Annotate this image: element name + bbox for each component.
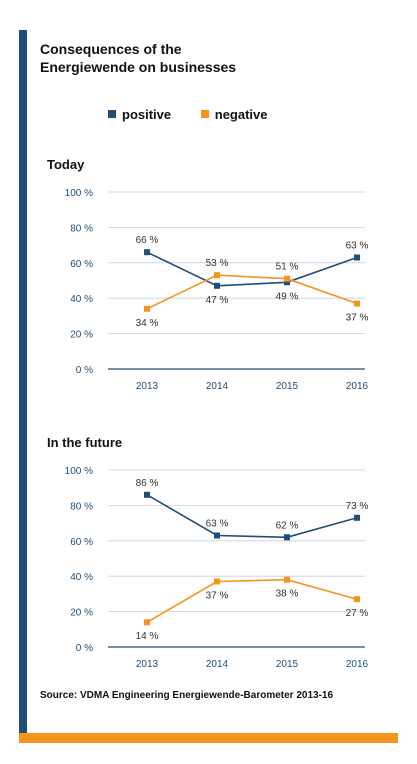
y-tick-label: 80 % bbox=[70, 223, 93, 234]
data-point-positive bbox=[354, 254, 360, 261]
y-tick-label: 0 % bbox=[76, 365, 93, 376]
x-tick-label: 2014 bbox=[206, 659, 229, 670]
data-point-positive bbox=[284, 534, 290, 541]
y-tick-label: 0 % bbox=[76, 643, 93, 654]
y-tick-label: 100 % bbox=[65, 466, 93, 477]
y-tick-label: 60 % bbox=[70, 259, 93, 270]
data-label-negative: 37 % bbox=[206, 591, 229, 602]
chart-today: Today 0 % 20 % 40 % 60 % 80 % 100 % 2013 2014 201… bbox=[47, 157, 369, 392]
data-label-negative: 14 % bbox=[136, 631, 159, 642]
data-point-negative bbox=[284, 576, 290, 583]
data-point-positive bbox=[144, 249, 150, 256]
data-point-positive bbox=[214, 532, 220, 539]
data-label-positive: 63 % bbox=[206, 518, 229, 529]
bottom-accent-bar bbox=[19, 733, 398, 743]
source-note: Source: VDMA Engineering Energiewende-Ba… bbox=[40, 690, 334, 701]
series-line-negative bbox=[146, 274, 358, 310]
data-label-positive: 63 % bbox=[346, 240, 369, 251]
series-line-positive bbox=[146, 251, 358, 287]
data-label-positive: 86 % bbox=[136, 478, 159, 489]
x-tick-label: 2016 bbox=[346, 381, 369, 392]
data-label-negative: 27 % bbox=[346, 608, 369, 619]
x-tick-label: 2013 bbox=[136, 381, 159, 392]
legend: positive negative bbox=[108, 106, 294, 122]
data-label-negative: 37 % bbox=[346, 313, 369, 324]
data-label-positive: 66 % bbox=[136, 235, 159, 246]
data-point-negative bbox=[284, 275, 290, 282]
legend-label-negative: negative bbox=[214, 106, 268, 122]
data-label-positive: 49 % bbox=[276, 291, 299, 302]
chart-title: Consequences of the Energiewende on busi… bbox=[40, 41, 237, 75]
data-label-negative: 34 % bbox=[136, 318, 159, 329]
y-tick-label: 80 % bbox=[70, 501, 93, 512]
x-tick-label: 2013 bbox=[136, 659, 159, 670]
data-label-positive: 62 % bbox=[276, 520, 299, 531]
y-tick-label: 20 % bbox=[70, 608, 93, 619]
data-point-positive bbox=[214, 282, 220, 289]
x-tick-label: 2015 bbox=[276, 381, 299, 392]
data-point-negative bbox=[144, 305, 150, 312]
series-line-positive bbox=[146, 494, 358, 539]
legend-item-negative: negative bbox=[200, 106, 268, 122]
legend-swatch-positive bbox=[108, 110, 116, 118]
panel-title: Today bbox=[47, 157, 85, 172]
x-tick-label: 2016 bbox=[346, 659, 369, 670]
data-point-positive bbox=[354, 514, 360, 521]
data-label-positive: 47 % bbox=[206, 295, 229, 306]
y-tick-label: 40 % bbox=[70, 572, 93, 583]
x-tick-label: 2015 bbox=[276, 659, 299, 670]
data-point-negative bbox=[354, 300, 360, 307]
y-tick-label: 100 % bbox=[65, 188, 93, 199]
data-point-positive bbox=[144, 491, 150, 498]
data-point-negative bbox=[214, 578, 220, 585]
data-label-negative: 53 % bbox=[206, 258, 229, 269]
left-accent-bar bbox=[19, 30, 27, 733]
legend-item-positive: positive bbox=[108, 107, 171, 122]
y-tick-label: 60 % bbox=[70, 537, 93, 548]
data-label-positive: 73 % bbox=[346, 501, 369, 512]
legend-swatch-negative bbox=[200, 110, 209, 118]
data-point-negative bbox=[214, 272, 220, 279]
data-point-positive bbox=[284, 279, 290, 286]
panel-title: In the future bbox=[47, 435, 122, 450]
y-tick-label: 40 % bbox=[70, 294, 93, 305]
x-tick-label: 2014 bbox=[206, 381, 229, 392]
data-point-negative bbox=[354, 596, 360, 603]
y-tick-label: 20 % bbox=[70, 330, 93, 341]
chart-future: In the future 0 % 20 % 40 % 60 % 80 % 100 % 201… bbox=[47, 435, 369, 670]
series-line-negative bbox=[146, 578, 358, 623]
data-label-negative: 51 % bbox=[276, 262, 299, 273]
data-label-negative: 38 % bbox=[276, 589, 299, 600]
legend-label-positive: positive bbox=[122, 106, 172, 122]
data-point-negative bbox=[144, 619, 150, 626]
